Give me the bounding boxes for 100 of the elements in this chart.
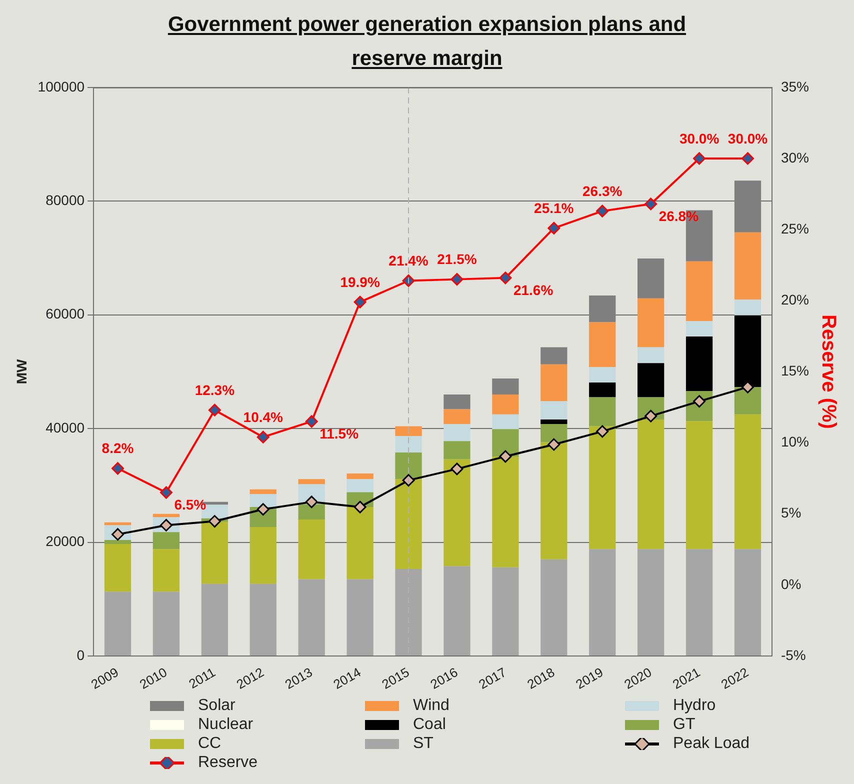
- x-tick-label: 2015: [379, 664, 412, 692]
- data-label: 21.5%: [437, 251, 478, 268]
- point: [256, 503, 270, 516]
- x-tick-label: 2011: [186, 664, 218, 692]
- legend-label: Peak Load: [673, 734, 750, 752]
- bar: [540, 364, 568, 402]
- x-tick-label: 2012: [234, 664, 266, 692]
- bar: [298, 579, 325, 656]
- point: [644, 410, 658, 422]
- point: [256, 430, 270, 444]
- bar: [250, 489, 276, 494]
- bar: [540, 401, 568, 420]
- x-tick-label: 2021: [670, 664, 703, 692]
- y2-tick-label: 0%: [780, 576, 802, 592]
- bar: [492, 567, 519, 656]
- y-tick-label: 0: [76, 646, 85, 663]
- point: [160, 486, 172, 499]
- point: [402, 274, 415, 287]
- point: [305, 415, 318, 428]
- legend-label: Solar: [198, 696, 236, 714]
- bar: [201, 584, 228, 656]
- y-tick-label: 80000: [46, 192, 85, 208]
- bar: [492, 414, 519, 430]
- y2-tick-label: 5%: [780, 504, 802, 521]
- point: [644, 198, 658, 210]
- x-tick-label: 2017: [476, 664, 509, 692]
- bar: [686, 261, 713, 322]
- data-label: 10.4%: [243, 408, 284, 425]
- data-label: 30.0%: [728, 130, 768, 146]
- bar: [638, 549, 664, 656]
- bar: [540, 419, 568, 424]
- bar: [152, 532, 180, 550]
- bar: [104, 540, 132, 544]
- point: [450, 462, 464, 476]
- bar: [638, 419, 664, 550]
- data-label: 6.5%: [174, 496, 207, 512]
- x-tick-label: 2014: [330, 664, 364, 692]
- bar: [734, 549, 762, 656]
- bar: [346, 507, 374, 580]
- data-label: 8.2%: [102, 440, 134, 456]
- bar: [492, 429, 519, 456]
- bar: [589, 367, 616, 383]
- y-axis-title: MW: [13, 358, 30, 384]
- bar: [250, 526, 276, 584]
- point: [208, 404, 221, 416]
- bar: [734, 232, 762, 300]
- bar: [152, 514, 180, 518]
- y2-tick-label: -5%: [780, 646, 806, 663]
- bar: [540, 347, 568, 364]
- y2-tick-label: 15%: [780, 362, 810, 379]
- bar: [492, 378, 519, 394]
- bar: [298, 504, 325, 520]
- x-tick-label: 2013: [282, 664, 315, 692]
- point: [693, 152, 706, 165]
- bar: [734, 414, 762, 550]
- y2-tick-label: 25%: [780, 220, 810, 236]
- bar: [250, 584, 276, 656]
- bar: [734, 180, 762, 232]
- point: [596, 204, 609, 218]
- y-tick-label: 20000: [46, 533, 85, 550]
- x-tick-label: 2009: [88, 664, 122, 692]
- point: [208, 515, 221, 528]
- legend-label: ST: [413, 734, 434, 752]
- bar: [104, 592, 132, 656]
- bar: [540, 442, 568, 560]
- bar: [638, 298, 664, 348]
- x-tick-label: 2022: [718, 664, 752, 692]
- bar: [589, 397, 616, 426]
- y-tick-label: 60000: [46, 306, 85, 322]
- y2-tick-label: 10%: [780, 434, 810, 450]
- bar: [250, 494, 276, 508]
- x-tick-label: 2018: [524, 664, 558, 692]
- bar: [395, 426, 422, 436]
- bar: [638, 363, 664, 398]
- y2-axis-title: Reserve (%): [817, 314, 840, 429]
- bar: [346, 474, 374, 480]
- bar: [395, 479, 422, 570]
- point: [548, 222, 560, 234]
- data-label: 19.9%: [340, 274, 380, 290]
- bar: [444, 441, 470, 460]
- chart-title: Government power generation expansion plans and reserve margin: [166, 12, 688, 72]
- legend-label: Reserve: [198, 754, 258, 772]
- x-tick-label: 2020: [622, 664, 654, 692]
- point: [354, 500, 366, 514]
- point: [499, 450, 512, 463]
- point: [112, 462, 124, 475]
- bar: [492, 394, 519, 414]
- y-tick-label: 100000: [38, 78, 85, 94]
- bar: [492, 456, 519, 568]
- point: [548, 438, 560, 451]
- bar: [346, 479, 374, 492]
- bar: [686, 321, 713, 336]
- point: [305, 496, 318, 508]
- y2-tick-label: 35%: [780, 78, 810, 94]
- bar: [589, 426, 616, 550]
- legend-label: CC: [198, 734, 222, 752]
- bar: [395, 452, 422, 480]
- bar: [734, 387, 762, 414]
- x-tick-label: 2019: [573, 664, 606, 692]
- point: [742, 152, 754, 165]
